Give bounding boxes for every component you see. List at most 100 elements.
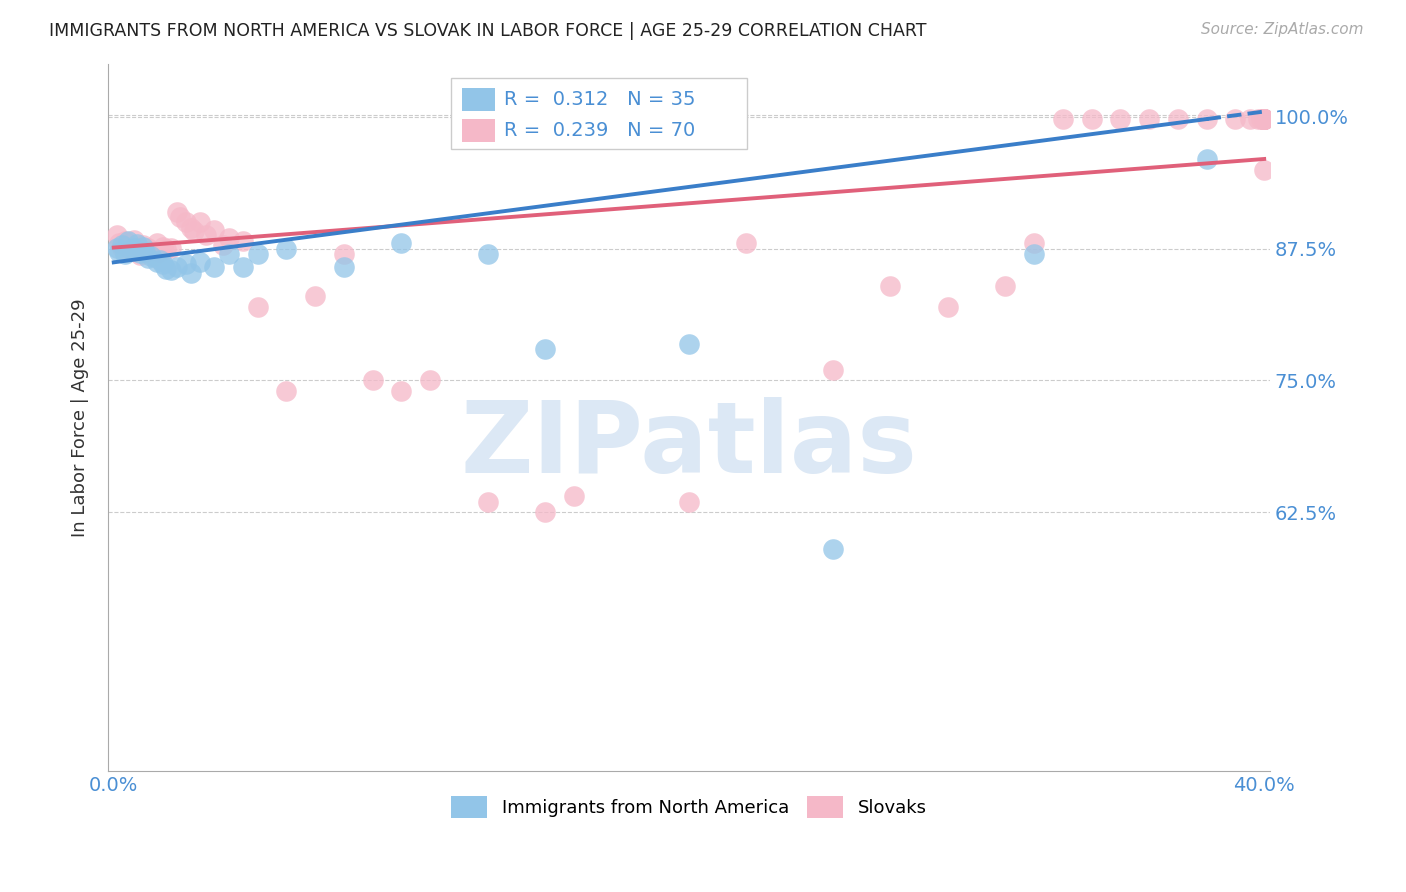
Point	[1253, 112, 1275, 126]
Point	[180, 220, 202, 235]
Point	[120, 242, 142, 256]
Point	[1239, 112, 1261, 126]
Point	[160, 262, 183, 277]
Point	[146, 236, 169, 251]
Point	[131, 238, 153, 252]
Point	[1253, 112, 1275, 126]
Point	[134, 244, 156, 259]
Point	[194, 227, 217, 242]
Point	[122, 233, 145, 247]
Point	[128, 245, 150, 260]
Point	[131, 239, 153, 253]
Text: ZIPatlas: ZIPatlas	[461, 397, 917, 494]
Point	[276, 242, 298, 256]
Point	[879, 278, 901, 293]
Point	[1253, 112, 1275, 126]
Point	[155, 261, 177, 276]
Point	[114, 247, 136, 261]
Point	[1250, 112, 1272, 126]
Point	[149, 244, 172, 259]
Point	[218, 247, 240, 261]
Point	[139, 249, 162, 263]
Point	[232, 234, 254, 248]
Point	[114, 234, 136, 248]
Point	[1253, 112, 1275, 126]
Point	[136, 251, 159, 265]
Point	[108, 236, 131, 251]
Bar	[463, 88, 495, 111]
Point	[188, 255, 211, 269]
Point	[166, 260, 188, 274]
Point	[1253, 112, 1275, 126]
Point	[1253, 162, 1275, 177]
Point	[1167, 112, 1189, 126]
Point	[994, 278, 1017, 293]
Point	[1195, 152, 1218, 166]
Point	[1253, 112, 1275, 126]
Point	[152, 257, 174, 271]
Point	[246, 247, 269, 261]
Point	[183, 224, 205, 238]
Point	[166, 204, 188, 219]
Point	[117, 234, 139, 248]
Point	[1080, 112, 1102, 126]
Point	[1137, 112, 1160, 126]
Y-axis label: In Labor Force | Age 25-29: In Labor Force | Age 25-29	[72, 298, 89, 537]
Point	[1253, 112, 1275, 126]
Point	[1195, 112, 1218, 126]
Point	[821, 363, 844, 377]
Point	[139, 243, 162, 257]
Point	[108, 244, 131, 259]
Point	[125, 241, 148, 255]
Point	[143, 249, 166, 263]
Point	[936, 300, 959, 314]
Point	[304, 289, 326, 303]
Point	[134, 244, 156, 259]
Point	[1253, 112, 1275, 126]
Point	[160, 241, 183, 255]
Point	[111, 238, 134, 252]
Point	[477, 495, 499, 509]
Point	[232, 260, 254, 274]
Point	[534, 342, 557, 356]
Point	[169, 210, 191, 224]
Point	[128, 248, 150, 262]
Point	[146, 255, 169, 269]
Point	[212, 238, 235, 252]
Point	[1247, 112, 1270, 126]
Point	[111, 241, 134, 255]
Point	[1024, 236, 1046, 251]
Point	[276, 384, 298, 398]
Point	[1253, 112, 1275, 126]
Point	[202, 222, 225, 236]
Point	[155, 242, 177, 256]
Point	[389, 236, 412, 251]
Legend: Immigrants from North America, Slovaks: Immigrants from North America, Slovaks	[444, 789, 934, 825]
Point	[389, 384, 412, 398]
FancyBboxPatch shape	[451, 78, 747, 149]
Point	[562, 490, 585, 504]
Point	[333, 247, 356, 261]
Point	[1253, 112, 1275, 126]
Point	[1109, 112, 1132, 126]
Point	[188, 215, 211, 229]
Point	[477, 247, 499, 261]
Point	[125, 237, 148, 252]
Point	[333, 260, 356, 274]
Text: R =  0.239   N = 70: R = 0.239 N = 70	[505, 121, 696, 140]
Point	[1253, 112, 1275, 126]
Point	[534, 505, 557, 519]
Point	[361, 374, 384, 388]
Point	[120, 244, 142, 258]
Point	[122, 241, 145, 255]
Point	[678, 336, 700, 351]
Point	[202, 260, 225, 274]
Point	[821, 542, 844, 557]
Point	[152, 239, 174, 253]
Point	[735, 236, 758, 251]
Point	[1024, 247, 1046, 261]
Point	[1052, 112, 1074, 126]
Point	[174, 257, 197, 271]
Point	[1225, 112, 1247, 126]
Text: R =  0.312   N = 35: R = 0.312 N = 35	[505, 90, 696, 109]
